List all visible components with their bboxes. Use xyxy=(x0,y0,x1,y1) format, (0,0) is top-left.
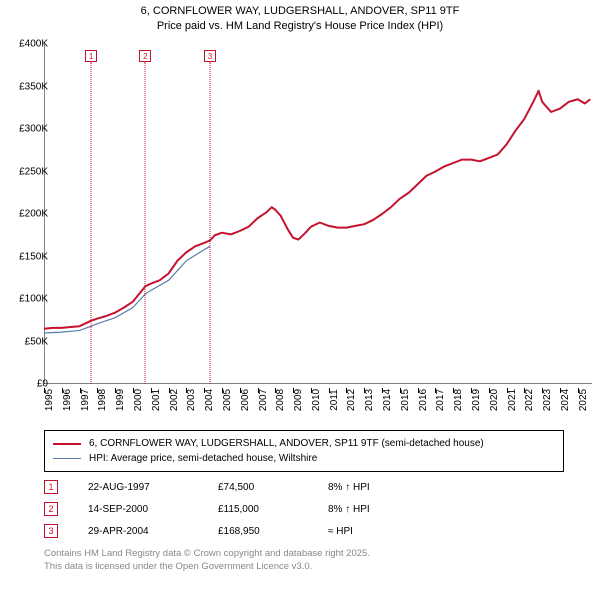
x-tick-label: 2019 xyxy=(471,389,482,411)
event-marker-icon: 2 xyxy=(44,502,58,516)
event-pct: 8% ↑ HPI xyxy=(328,504,428,515)
event-date: 29-APR-2004 xyxy=(88,526,218,537)
x-tick-label: 2011 xyxy=(329,389,340,411)
x-tick-label: 2009 xyxy=(293,389,304,411)
event-row: 3 29-APR-2004£168,950≈ HPI xyxy=(44,520,428,542)
x-tick-label: 2018 xyxy=(453,389,464,411)
event-marker-line xyxy=(91,62,92,384)
chart-title-line2: Price paid vs. HM Land Registry's House … xyxy=(0,19,600,34)
event-price: £74,500 xyxy=(218,482,328,493)
x-tick-label: 2001 xyxy=(151,389,162,411)
event-marker-line xyxy=(145,62,146,384)
event-marker-icon: 1 xyxy=(44,480,58,494)
attribution-footer: Contains HM Land Registry data © Crown c… xyxy=(44,548,370,574)
x-tick-label: 1996 xyxy=(62,389,73,411)
legend-item: 6, CORNFLOWER WAY, LUDGERSHALL, ANDOVER,… xyxy=(53,436,555,451)
x-tick-label: 2021 xyxy=(507,389,518,411)
event-price: £115,000 xyxy=(218,504,328,515)
x-tick-label: 2007 xyxy=(258,389,269,411)
x-tick-label: 2000 xyxy=(133,389,144,411)
legend-item: HPI: Average price, semi-detached house,… xyxy=(53,451,555,466)
x-tick-label: 2017 xyxy=(435,389,446,411)
x-tick-label: 2014 xyxy=(382,389,393,411)
chart-title-block: 6, CORNFLOWER WAY, LUDGERSHALL, ANDOVER,… xyxy=(0,0,600,34)
events-table: 1 22-AUG-1997£74,5008% ↑ HPI 2 14-SEP-2000£… xyxy=(44,476,428,542)
x-tick-label: 2016 xyxy=(418,389,429,411)
event-price: £168,950 xyxy=(218,526,328,537)
plot-area: 1 2 3 xyxy=(44,44,592,384)
x-tick-label: 2012 xyxy=(346,389,357,411)
x-tick-label: 2024 xyxy=(560,389,571,411)
event-row: 2 14-SEP-2000£115,0008% ↑ HPI xyxy=(44,498,428,520)
x-tick-label: 2004 xyxy=(204,389,215,411)
legend-label: HPI: Average price, semi-detached house,… xyxy=(89,451,317,466)
line-chart-svg xyxy=(44,44,592,384)
event-marker-box: 2 xyxy=(139,50,151,62)
event-date: 22-AUG-1997 xyxy=(88,482,218,493)
x-tick-label: 2002 xyxy=(169,389,180,411)
x-tick-label: 1998 xyxy=(97,389,108,411)
x-tick-label: 2013 xyxy=(364,389,375,411)
x-tick-label: 2025 xyxy=(578,389,589,411)
footer-line2: This data is licensed under the Open Gov… xyxy=(44,561,370,574)
x-tick-label: 1999 xyxy=(115,389,126,411)
x-tick-label: 2015 xyxy=(400,389,411,411)
event-date: 14-SEP-2000 xyxy=(88,504,218,515)
x-tick-label: 2022 xyxy=(524,389,535,411)
legend-swatch xyxy=(53,458,81,459)
x-tick-label: 2010 xyxy=(311,389,322,411)
event-marker-box: 3 xyxy=(204,50,216,62)
x-tick-label: 1995 xyxy=(44,389,55,411)
series-line xyxy=(44,91,590,329)
x-tick-label: 2020 xyxy=(489,389,500,411)
event-marker-icon: 3 xyxy=(44,524,58,538)
legend-swatch xyxy=(53,443,81,445)
x-tick-label: 2005 xyxy=(222,389,233,411)
chart-container: 6, CORNFLOWER WAY, LUDGERSHALL, ANDOVER,… xyxy=(0,0,600,590)
event-marker-box: 1 xyxy=(85,50,97,62)
series-line xyxy=(44,246,210,333)
x-tick-label: 2003 xyxy=(186,389,197,411)
x-tick-label: 2023 xyxy=(542,389,553,411)
event-pct: ≈ HPI xyxy=(328,526,428,537)
x-tick-label: 2008 xyxy=(275,389,286,411)
legend-label: 6, CORNFLOWER WAY, LUDGERSHALL, ANDOVER,… xyxy=(89,436,484,451)
chart-title-line1: 6, CORNFLOWER WAY, LUDGERSHALL, ANDOVER,… xyxy=(0,4,600,19)
event-pct: 8% ↑ HPI xyxy=(328,482,428,493)
x-tick-label: 1997 xyxy=(80,389,91,411)
event-marker-line xyxy=(210,62,211,384)
legend: 6, CORNFLOWER WAY, LUDGERSHALL, ANDOVER,… xyxy=(44,430,564,472)
footer-line1: Contains HM Land Registry data © Crown c… xyxy=(44,548,370,561)
x-axis-labels: 1995 1996 1997 1998 1999 2000 2001 2002 2003 2004… xyxy=(44,388,592,428)
event-row: 1 22-AUG-1997£74,5008% ↑ HPI xyxy=(44,476,428,498)
x-tick-label: 2006 xyxy=(240,389,251,411)
